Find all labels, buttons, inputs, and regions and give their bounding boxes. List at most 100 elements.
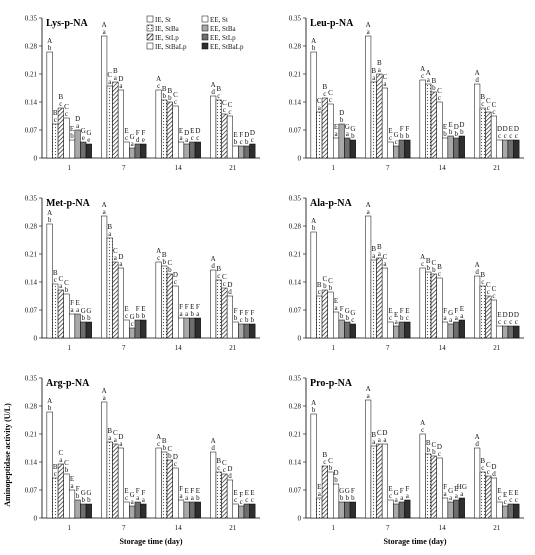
bar-ee-stlp-day-7 (134, 501, 141, 519)
bar-letter-lower: d (228, 472, 232, 480)
bar-ee-stba-day-7 (129, 505, 136, 519)
bar-ee-stbalp-day-14 (194, 317, 201, 339)
bar-letter-upper: B (480, 271, 485, 279)
bar-ie-stbalp-day-21 (226, 479, 233, 519)
bar-letter-lower: c (318, 288, 321, 296)
bar-ee-stlp-day-1 (344, 137, 351, 159)
bar-letter-lower: c (157, 82, 160, 90)
bar-letter-upper: D (334, 469, 339, 477)
bar-letter-upper: E (179, 127, 183, 135)
legend-item-ie-stbalp: IE, StBaLp (146, 42, 187, 51)
bar-ee-stba-day-7 (129, 147, 136, 159)
bar-letter-upper: E (233, 489, 237, 497)
bar-letter-upper: C (168, 445, 173, 453)
bar-letter-lower: c (509, 496, 512, 504)
bar-letter-upper: B (377, 59, 382, 67)
bar-letter-lower: b (351, 132, 355, 140)
bar-ie-st-day-21 (210, 269, 217, 339)
bar-letter-upper: G (81, 127, 86, 135)
bar-letter-lower: a (119, 440, 123, 448)
bar-letter-lower: c (504, 318, 507, 326)
bar-letter-lower: a (196, 310, 200, 318)
bar-ie-stlp-day-21 (221, 287, 228, 339)
bar-ie-st-day-7 (365, 399, 372, 519)
bar-ie-stlp-day-1 (321, 97, 328, 159)
bar-letter-lower: b (406, 132, 410, 140)
legend-item-ee-stbalp: EE, StBaLp (201, 42, 244, 51)
bar-letter-lower: c (487, 468, 490, 476)
x-tick-label: 7 (122, 524, 126, 532)
bar-letter-upper: A (475, 69, 480, 77)
y-tick-label: 0.07 (25, 307, 38, 315)
bar-letter-upper: E (76, 299, 80, 307)
bar-letter-lower: a (443, 490, 447, 498)
bar-ie-stlp-day-1 (57, 463, 64, 519)
bar-letter-upper: B (53, 109, 58, 117)
bar-letter-upper: E (190, 127, 194, 135)
bar-letter-upper: B (317, 281, 322, 289)
bar-letter-upper: G (86, 489, 91, 497)
x-tick-label: 1 (68, 344, 72, 352)
bar-letter-lower: c (323, 90, 326, 98)
bar-ie-stba-day-1 (316, 295, 323, 339)
bar-letter-lower: a (400, 494, 404, 502)
bar-letter-upper: E (334, 297, 338, 305)
bar-letter-upper: E (443, 123, 447, 131)
bar-ie-stbalp-day-1 (63, 117, 70, 159)
bar-ie-stba-day-7 (370, 259, 377, 339)
bar-letter-upper: A (420, 253, 425, 261)
bar-ie-stba-day-14 (161, 451, 168, 519)
bar-ie-st-day-14 (419, 79, 426, 159)
bar-letter-upper: F (136, 305, 140, 313)
bar-ee-st-day-14 (178, 499, 185, 519)
x-tick-label: 21 (229, 524, 237, 532)
bar-ie-stba-day-14 (425, 83, 432, 159)
bar-letter-lower: a (395, 496, 399, 504)
bar-ee-st-day-7 (387, 499, 394, 519)
bar-ie-stba-day-14 (161, 265, 168, 339)
bar-ee-stbalp-day-1 (85, 143, 92, 159)
bar-letter-upper: A (102, 201, 107, 209)
y-tick-label: 0.14 (25, 99, 38, 107)
bar-ie-stba-day-7 (106, 441, 113, 519)
y-tick-label: 0.28 (25, 43, 38, 51)
bar-letter-upper: G (448, 309, 453, 317)
bar-letter-lower: a (318, 490, 322, 498)
bar-letter-upper: B (371, 431, 376, 439)
bar-ee-stbalp-day-7 (140, 503, 147, 519)
bar-letter-lower: c (498, 132, 501, 140)
bar-letter-upper: C (222, 99, 227, 107)
bar-letter-upper: D (75, 115, 80, 123)
bar-ee-stbalp-day-21 (513, 139, 520, 159)
bar-letter-upper: D (195, 127, 200, 135)
bar-letter-lower: a (108, 230, 112, 238)
bar-letter-upper: A (311, 37, 316, 45)
bar-letter-upper: F (190, 487, 194, 495)
bar-ie-stba-day-21 (215, 279, 222, 339)
bar-letter-upper: C (228, 101, 233, 109)
bar-letter-upper: D (227, 465, 232, 473)
bar-letter-lower: c (125, 134, 128, 142)
y-tick-label: 0.35 (25, 15, 38, 23)
bar-letter-lower: b (196, 494, 200, 502)
bar-ie-st-day-1 (310, 231, 317, 339)
bar-ee-stbalp-day-7 (140, 319, 147, 339)
bar-letter-lower: b (432, 266, 436, 274)
bar-letter-lower: e (82, 134, 85, 142)
bar-ee-st-day-7 (123, 141, 130, 159)
legend-label: IE, StLp (155, 34, 179, 42)
bar-letter-upper: G (345, 307, 350, 315)
bar-ie-stlp-day-14 (430, 455, 437, 519)
bar-letter-lower: d (475, 268, 479, 276)
bar-ee-stba-day-7 (393, 145, 400, 159)
bar-ie-stba-day-14 (425, 271, 432, 339)
bar-letter-lower: a (185, 494, 189, 502)
bar-letter-lower: b (87, 314, 91, 322)
bar-letter-upper: E (509, 489, 513, 497)
bar-letter-upper: E (388, 485, 392, 493)
bar-letter-lower: b (48, 404, 52, 412)
x-tick-label: 14 (439, 524, 447, 532)
